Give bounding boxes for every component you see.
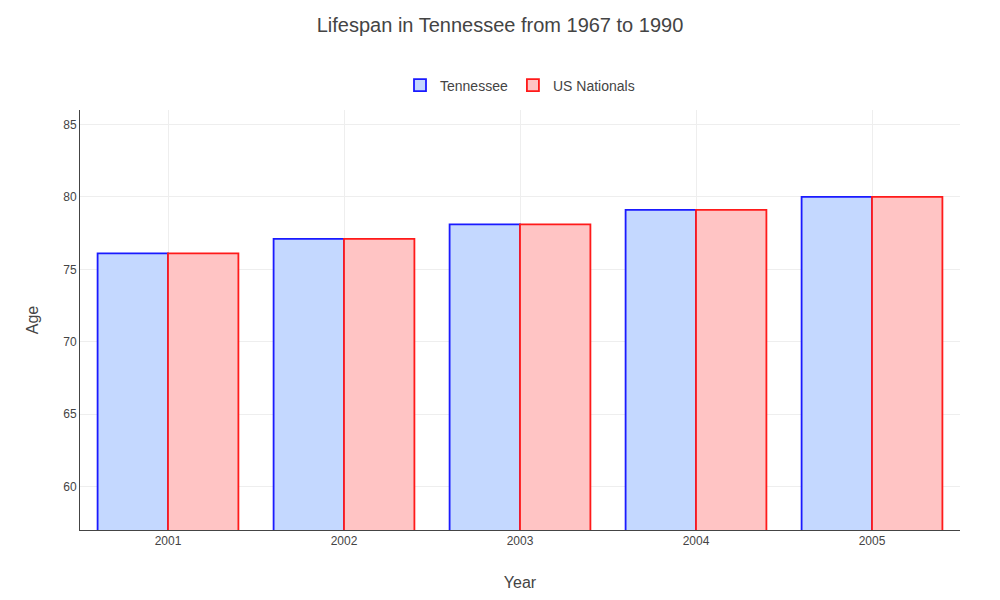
svg-text:75: 75 [63,263,77,277]
svg-text:Age: Age [24,306,41,335]
svg-text:60: 60 [63,480,77,494]
svg-text:65: 65 [63,407,77,421]
svg-text:2002: 2002 [331,534,358,548]
svg-text:2005: 2005 [859,534,886,548]
svg-text:Lifespan in Tennessee from 196: Lifespan in Tennessee from 1967 to 1990 [317,14,684,36]
svg-text:2001: 2001 [155,534,182,548]
svg-text:80: 80 [63,190,77,204]
svg-text:Tennessee: Tennessee [440,78,508,94]
svg-text:2003: 2003 [507,534,534,548]
svg-text:85: 85 [63,118,77,132]
svg-text:Year: Year [504,574,537,591]
svg-text:US Nationals: US Nationals [553,78,635,94]
svg-text:70: 70 [63,335,77,349]
svg-text:2004: 2004 [683,534,710,548]
